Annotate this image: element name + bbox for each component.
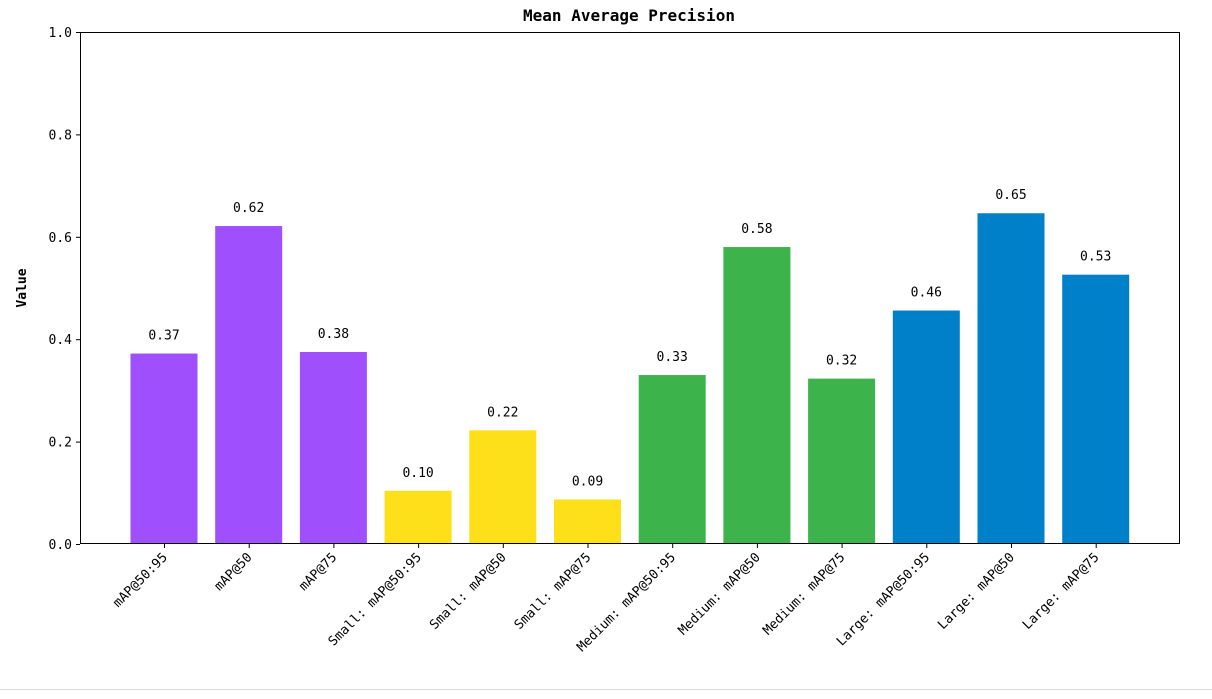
chart-title: Mean Average Precision (523, 6, 735, 25)
x-tick-label: mAP@50:95 (110, 550, 170, 610)
x-tick-label: mAP@75 (296, 550, 340, 594)
bar-value-label: 0.09 (572, 474, 603, 489)
x-tick-label: Small: mAP@50:95 (326, 550, 425, 649)
bar-value-label: 0.38 (318, 327, 349, 342)
bar (469, 430, 537, 544)
y-tick-label: 0.6 (49, 231, 72, 246)
bar-value-label: 0.53 (1080, 250, 1111, 265)
x-tick-label: Large: mAP@50 (935, 550, 1018, 633)
y-tick-label: 0.0 (49, 538, 72, 553)
x-tick-label: Small: mAP@50 (427, 550, 510, 633)
x-tick-label: Large: mAP@50:95 (834, 550, 933, 649)
bar-value-label: 0.32 (826, 354, 857, 369)
x-tick-label: Medium: mAP@50 (676, 550, 764, 638)
bar-value-label: 0.10 (402, 466, 433, 481)
x-tick-label: Large: mAP@75 (1020, 550, 1103, 633)
bar (130, 353, 198, 544)
bar (215, 226, 283, 544)
y-tick-label: 0.8 (49, 128, 72, 143)
bar-value-label: 0.37 (148, 329, 179, 344)
bar-value-label: 0.33 (657, 350, 688, 365)
bar-value-label: 0.22 (487, 405, 518, 420)
bar-value-label: 0.46 (911, 286, 942, 301)
bar (384, 490, 452, 544)
bar (892, 310, 960, 544)
y-tick-label: 0.4 (49, 333, 73, 348)
x-tick-label: Small: mAP@75 (512, 550, 595, 633)
bar (299, 352, 367, 544)
bar (638, 375, 706, 544)
x-tick-label: Medium: mAP@50:95 (574, 550, 679, 655)
x-tick-label: Medium: mAP@75 (760, 550, 848, 638)
x-tick-label: mAP@50 (212, 550, 256, 594)
y-tick-label: 0.2 (49, 436, 72, 451)
bar-value-label: 0.62 (233, 201, 264, 216)
y-tick-label: 1.0 (49, 26, 72, 41)
bar-value-label: 0.58 (741, 222, 772, 237)
bar (723, 247, 791, 545)
plot-frame (80, 32, 1180, 544)
y-axis-label: Value (15, 268, 30, 307)
bar (808, 378, 876, 544)
bar (977, 213, 1045, 545)
bar (554, 499, 621, 544)
bar-value-label: 0.65 (995, 188, 1026, 203)
bar (1062, 274, 1130, 544)
divider (0, 689, 1212, 690)
